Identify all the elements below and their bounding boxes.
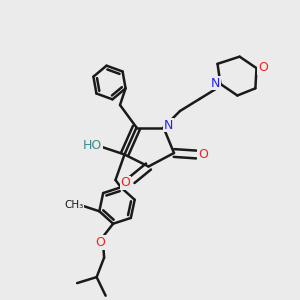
Text: O: O <box>95 236 105 249</box>
Text: O: O <box>198 148 208 161</box>
Text: O: O <box>121 176 130 190</box>
Text: N: N <box>164 118 174 132</box>
Text: N: N <box>210 76 220 90</box>
Text: HO: HO <box>83 139 102 152</box>
Text: O: O <box>258 61 268 74</box>
Text: CH₃: CH₃ <box>64 200 83 210</box>
